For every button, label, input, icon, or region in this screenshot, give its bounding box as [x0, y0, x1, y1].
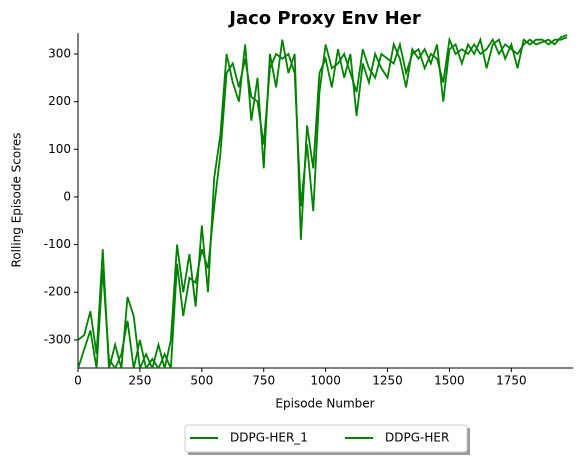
y-tick-label: 100: [48, 142, 71, 156]
legend-label: DDPG-HER_1: [230, 431, 308, 445]
y-tick-label: 300: [48, 46, 71, 60]
legend-label: DDPG-HER: [385, 431, 449, 445]
x-axis-label: Episode Number: [275, 397, 374, 411]
x-tick-label: 1000: [310, 374, 341, 388]
x-tick-label: 1750: [496, 374, 527, 388]
x-tick-label: 1500: [434, 374, 465, 388]
y-tick-label: 0: [63, 189, 71, 203]
series-line: [78, 34, 568, 368]
x-tick-label: 0: [74, 374, 82, 388]
chart-title: Jaco Proxy Env Her: [227, 8, 421, 29]
x-tick-label: 1250: [372, 374, 403, 388]
x-tick-label: 750: [252, 374, 275, 388]
legend: [184, 424, 468, 453]
y-tick-label: -300: [44, 332, 71, 346]
x-tick-label: 250: [128, 374, 151, 388]
x-tick-label: 500: [190, 374, 213, 388]
y-tick-label: -100: [44, 237, 71, 251]
y-tick-label: 200: [48, 94, 71, 108]
y-axis-label: Rolling Episode Scores: [10, 133, 24, 268]
y-tick-label: -200: [44, 285, 71, 299]
series-line: [78, 36, 568, 368]
plot-area: [78, 34, 568, 368]
